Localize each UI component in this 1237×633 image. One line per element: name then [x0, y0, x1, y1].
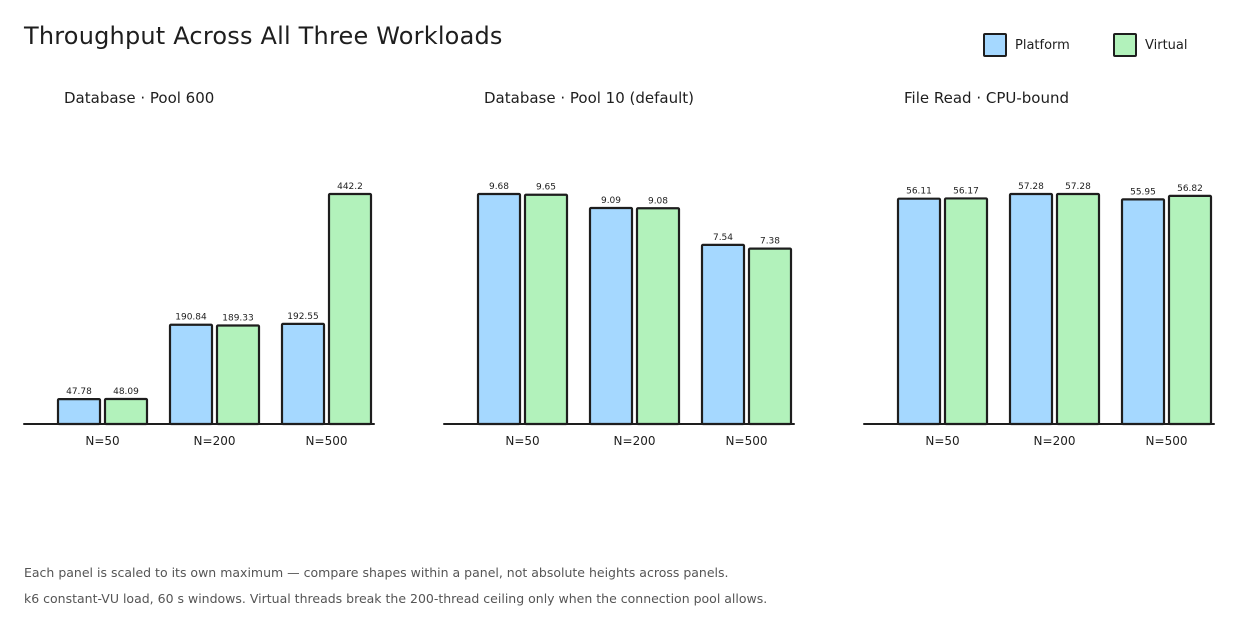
- data-label-virtual-n-200-panel1: 189.33: [222, 314, 254, 324]
- x-tick-label-n-50-panel1: N=50: [85, 434, 119, 448]
- bar-platform-n-50-panel2: [476, 192, 522, 426]
- bar-virtual-n-200-panel2: [635, 207, 681, 426]
- footnote-methodology: k6 constant-VU load, 60 s windows. Virtu…: [24, 591, 768, 606]
- legend-item-platform: Platform: [983, 33, 1070, 57]
- footnote-scaling: Each panel is scaled to its own maximum …: [24, 565, 729, 580]
- bar-virtual-n-200-panel3: [1055, 192, 1101, 426]
- data-label-platform-n-50-panel3: 56.11: [906, 187, 932, 197]
- data-label-platform-n-200-panel3: 57.28: [1018, 182, 1044, 192]
- x-tick-label-n-500-panel1: N=500: [306, 434, 348, 448]
- bar-platform-n-500-panel3: [1120, 198, 1166, 426]
- bar-platform-n-200-panel2: [588, 206, 634, 426]
- bar-virtual-n-500-panel2: [747, 247, 793, 426]
- x-tick-label-n-50-panel2: N=50: [505, 434, 539, 448]
- bar-platform-n-50-panel3: [896, 197, 942, 426]
- data-label-platform-n-50-panel1: 47.78: [66, 387, 92, 397]
- bar-virtual-n-50-panel3: [943, 197, 989, 426]
- x-tick-label-n-200-panel2: N=200: [614, 434, 656, 448]
- data-label-virtual-n-200-panel3: 57.28: [1065, 182, 1091, 192]
- data-label-platform-n-500-panel1: 192.55: [287, 312, 319, 322]
- data-label-platform-n-50-panel2: 9.68: [489, 182, 509, 192]
- data-label-platform-n-200-panel2: 9.09: [601, 196, 621, 206]
- bar-platform-n-200-panel1: [168, 323, 214, 426]
- data-label-platform-n-500-panel2: 7.54: [713, 233, 733, 243]
- data-label-virtual-n-500-panel1: 442.2: [337, 182, 363, 192]
- data-label-virtual-n-500-panel3: 56.82: [1177, 184, 1203, 194]
- bar-virtual-n-50-panel2: [523, 193, 569, 426]
- x-tick-label-n-50-panel3: N=50: [925, 434, 959, 448]
- data-label-virtual-n-50-panel2: 9.65: [536, 183, 556, 193]
- legend-label-platform: Platform: [1015, 37, 1070, 53]
- bar-platform-n-500-panel2: [700, 243, 746, 426]
- x-tick-label-n-200-panel3: N=200: [1034, 434, 1076, 448]
- data-label-virtual-n-500-panel2: 7.38: [760, 237, 780, 247]
- x-tick-label-n-500-panel3: N=500: [1146, 434, 1188, 448]
- bar-virtual-n-500-panel3: [1167, 194, 1213, 426]
- bar-platform-n-50-panel1: [56, 398, 102, 426]
- bar-virtual-n-50-panel1: [103, 397, 149, 426]
- data-label-virtual-n-200-panel2: 9.08: [648, 196, 668, 206]
- legend-item-virtual: Virtual: [1113, 33, 1187, 57]
- data-label-platform-n-500-panel3: 55.95: [1130, 187, 1156, 197]
- legend-swatch-platform: [983, 33, 1007, 57]
- bar-virtual-n-200-panel1: [215, 324, 261, 426]
- panel-title-3: File Read · CPU-bound: [904, 89, 1069, 107]
- data-label-virtual-n-50-panel1: 48.09: [113, 387, 139, 397]
- bar-virtual-n-500-panel1: [327, 192, 373, 426]
- x-tick-label-n-500-panel2: N=500: [726, 434, 768, 448]
- panel-title-2: Database · Pool 10 (default): [484, 89, 694, 107]
- legend-label-virtual: Virtual: [1145, 37, 1188, 53]
- bar-platform-n-200-panel3: [1008, 192, 1054, 426]
- chart-title: Throughput Across All Three Workloads: [24, 22, 503, 50]
- panel-title-1: Database · Pool 600: [64, 89, 214, 107]
- legend-swatch-virtual: [1113, 33, 1137, 57]
- data-label-platform-n-200-panel1: 190.84: [175, 313, 207, 323]
- data-label-virtual-n-50-panel3: 56.17: [953, 186, 979, 196]
- x-tick-label-n-200-panel1: N=200: [194, 434, 236, 448]
- bar-platform-n-500-panel1: [280, 322, 326, 426]
